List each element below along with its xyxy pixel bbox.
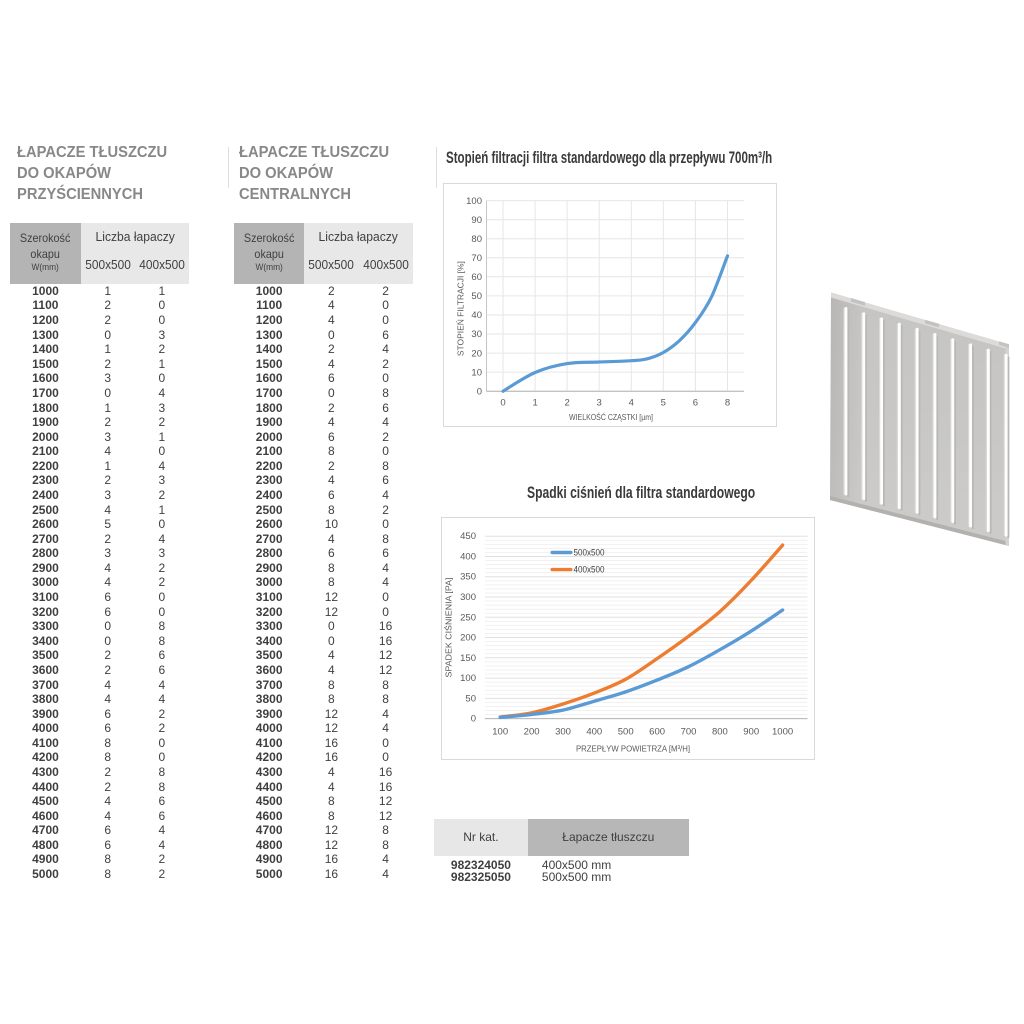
svg-text:500: 500 [618,726,634,737]
svg-text:250: 250 [460,612,476,623]
svg-text:6: 6 [693,398,698,409]
svg-text:200: 200 [524,726,540,737]
svg-text:150: 150 [460,653,476,664]
svg-text:400: 400 [586,726,602,737]
svg-text:70: 70 [471,253,482,264]
svg-text:1000: 1000 [772,726,793,737]
svg-text:0: 0 [500,398,505,409]
svg-text:300: 300 [460,592,476,603]
svg-text:1: 1 [532,398,537,409]
svg-text:500x500: 500x500 [574,548,605,559]
svg-text:20: 20 [471,348,482,359]
svg-text:60: 60 [471,272,482,283]
svg-text:600: 600 [649,726,665,737]
svg-text:450: 450 [460,531,476,542]
svg-text:SPADEK CIŚNIENIA [PA]: SPADEK CIŚNIENIA [PA] [443,578,454,678]
svg-text:100: 100 [466,196,482,207]
svg-text:2: 2 [564,398,569,409]
svg-text:50: 50 [471,291,482,302]
svg-text:400: 400 [460,552,476,563]
svg-text:350: 350 [460,572,476,583]
svg-text:3: 3 [597,398,602,409]
svg-text:4: 4 [629,398,634,409]
svg-text:100: 100 [460,673,476,684]
svg-text:100: 100 [492,726,508,737]
svg-text:50: 50 [465,693,476,704]
svg-text:8: 8 [725,398,730,409]
svg-text:0: 0 [471,714,476,725]
svg-text:STOPIEŃ FILTRACJI [%]: STOPIEŃ FILTRACJI [%] [456,261,466,356]
svg-text:700: 700 [681,726,697,737]
svg-text:300: 300 [555,726,571,737]
svg-text:30: 30 [471,329,482,340]
svg-text:200: 200 [460,633,476,644]
svg-text:900: 900 [743,726,759,737]
svg-text:80: 80 [471,234,482,245]
svg-text:400x500: 400x500 [574,565,605,576]
svg-text:800: 800 [712,726,728,737]
svg-text:WIELKOŚĆ CZĄSTKI [µm]: WIELKOŚĆ CZĄSTKI [µm] [569,411,653,422]
svg-text:90: 90 [471,215,482,226]
svg-text:40: 40 [471,310,482,321]
svg-text:0: 0 [477,386,482,397]
svg-text:10: 10 [471,367,482,378]
svg-text:PRZEPŁYW POWIETRZA [M³/H]: PRZEPŁYW POWIETRZA [M³/H] [576,744,690,754]
svg-text:5: 5 [661,398,666,409]
